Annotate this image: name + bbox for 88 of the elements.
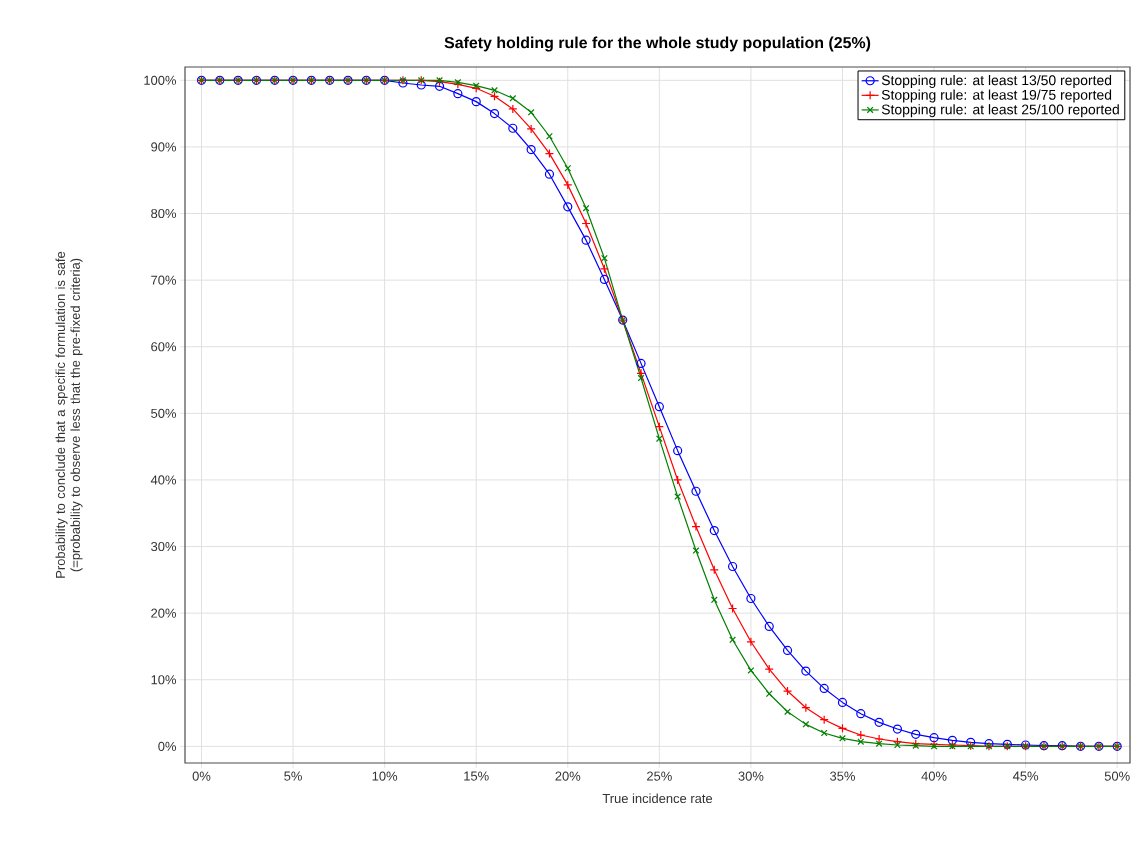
legend-label: Stopping rule: at least 19/75 reported [881, 89, 1112, 103]
x-tick-label: 20% [555, 771, 581, 781]
point [819, 683, 829, 693]
point [764, 664, 774, 674]
y-tick-label: 60% [151, 342, 177, 352]
legend-label: Stopping rule: at least 13/50 reported [881, 74, 1112, 88]
point [892, 724, 903, 734]
x-tick-label: 45% [1012, 771, 1039, 781]
y-tick-label: 70% [151, 275, 177, 285]
point [857, 738, 865, 746]
point [527, 108, 535, 116]
x-tick-label: 5% [284, 771, 302, 781]
legend-label: Stopping rule: at least 25/100 reported [881, 104, 1119, 118]
point [875, 740, 883, 748]
point [801, 703, 811, 713]
point [526, 144, 536, 155]
point [636, 368, 646, 378]
point [929, 733, 939, 743]
point [746, 637, 756, 647]
point [782, 686, 793, 696]
point [839, 734, 846, 742]
x-tick-label: 50% [1104, 771, 1130, 781]
point [729, 636, 737, 644]
point [563, 180, 573, 190]
point [673, 475, 683, 485]
point [636, 358, 646, 368]
point [599, 274, 609, 285]
x-tick-label: 40% [921, 771, 947, 781]
y-tick-label: 80% [151, 208, 177, 219]
chart-title: Safety holding rule for the whole study population (25%) [444, 36, 871, 52]
point [673, 446, 683, 456]
point [911, 729, 921, 739]
point [691, 486, 701, 496]
y-tick-label: 10% [151, 675, 177, 685]
point [434, 81, 445, 91]
y-tick-label: 90% [151, 142, 177, 152]
point [893, 741, 901, 749]
point [837, 697, 848, 707]
y-tick-label: 40% [150, 475, 177, 485]
point [874, 734, 884, 744]
point [582, 204, 590, 212]
y-tick-label: 30% [151, 541, 177, 552]
point [581, 235, 591, 245]
y-axis-title: Probability to conclude that a specific formulation is safe (=probability to observe less that the pre-fixed criteria) [55, 251, 83, 578]
point [471, 97, 481, 107]
point [856, 709, 866, 719]
x-tick-label: 15% [464, 771, 489, 781]
point [691, 521, 701, 532]
point [563, 202, 573, 212]
x-tick-label: 25% [647, 771, 672, 781]
point [581, 218, 591, 229]
x-tick-label: 35% [830, 771, 855, 781]
point [947, 735, 957, 745]
point [508, 123, 518, 133]
point [966, 737, 976, 747]
point [526, 124, 536, 134]
y-tick-label: 20% [151, 608, 177, 618]
point [802, 720, 810, 728]
point [874, 717, 884, 727]
point [416, 80, 426, 90]
point [727, 561, 738, 572]
point [508, 104, 518, 114]
x-axis-title: True incidence rate [602, 793, 713, 804]
point [453, 89, 463, 99]
point [856, 730, 866, 740]
point [746, 593, 756, 604]
point [600, 254, 608, 262]
x-tick-label: 10% [372, 771, 398, 781]
point [546, 132, 553, 140]
point [782, 645, 793, 656]
point [654, 402, 664, 412]
point [544, 169, 555, 179]
point [820, 729, 828, 737]
point [489, 109, 500, 119]
x-tick-label: 30% [738, 771, 764, 781]
x-tick-label: 0% [192, 771, 211, 781]
y-tick-label: 100% [144, 75, 177, 85]
point [710, 596, 718, 604]
point [764, 621, 774, 632]
y-tick-label: 50% [151, 408, 177, 418]
point [784, 708, 791, 716]
point [509, 94, 517, 102]
point [747, 666, 755, 674]
y-tick-label: 0% [158, 741, 177, 751]
point [801, 666, 811, 676]
point [491, 86, 498, 94]
point [709, 525, 719, 536]
point [692, 547, 700, 554]
